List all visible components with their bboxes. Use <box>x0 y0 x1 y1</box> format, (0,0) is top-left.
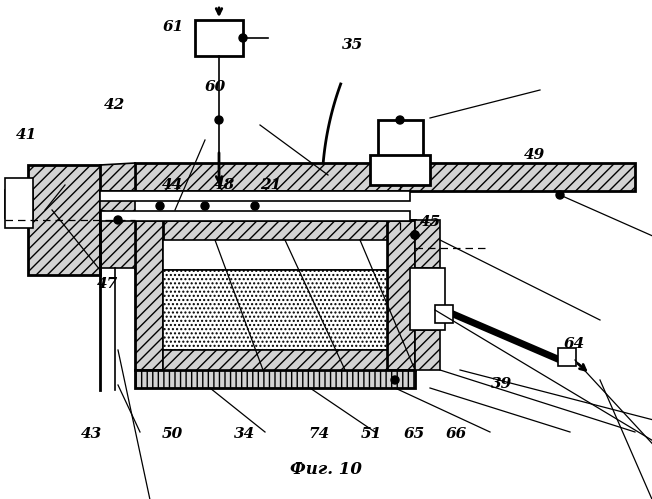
Bar <box>100 201 410 211</box>
Text: 42: 42 <box>104 98 125 112</box>
Text: 39: 39 <box>492 377 512 391</box>
Bar <box>410 268 445 330</box>
Circle shape <box>156 202 164 210</box>
Text: 43: 43 <box>81 427 102 441</box>
Polygon shape <box>100 163 135 191</box>
Text: 44: 44 <box>162 178 183 192</box>
Circle shape <box>251 202 259 210</box>
Bar <box>100 191 410 201</box>
Text: Фиг. 10: Фиг. 10 <box>290 462 362 479</box>
Circle shape <box>215 116 223 124</box>
Text: 41: 41 <box>16 128 37 142</box>
Text: 34: 34 <box>234 427 255 441</box>
Text: 61: 61 <box>162 20 183 34</box>
Bar <box>135 163 635 191</box>
Bar <box>28 165 100 275</box>
Bar <box>163 350 387 370</box>
Text: 49: 49 <box>524 148 545 162</box>
Circle shape <box>391 376 399 384</box>
Text: 40: 40 <box>22 203 43 217</box>
Text: 21: 21 <box>260 178 281 192</box>
Text: 46: 46 <box>381 153 402 167</box>
Text: 74: 74 <box>309 427 330 441</box>
Bar <box>163 270 387 350</box>
Text: 45: 45 <box>420 215 441 229</box>
Bar <box>163 240 387 270</box>
Circle shape <box>114 216 122 224</box>
Bar <box>387 220 415 370</box>
Text: 64: 64 <box>563 337 584 351</box>
Bar <box>370 155 430 185</box>
Text: 50: 50 <box>162 427 183 441</box>
Bar <box>558 348 576 366</box>
Text: 65: 65 <box>404 427 424 441</box>
Bar <box>415 220 440 268</box>
Bar <box>415 330 440 370</box>
Text: 66: 66 <box>446 427 467 441</box>
Polygon shape <box>100 191 135 220</box>
Bar <box>135 220 163 370</box>
Bar <box>195 20 243 56</box>
Bar <box>378 120 423 160</box>
Text: 35: 35 <box>342 38 363 52</box>
Text: 47: 47 <box>97 277 118 291</box>
Circle shape <box>201 202 209 210</box>
Circle shape <box>396 116 404 124</box>
Bar <box>135 370 415 388</box>
Text: 60: 60 <box>205 80 226 94</box>
Bar <box>135 220 415 268</box>
Text: 48: 48 <box>215 178 235 192</box>
Bar <box>100 211 410 221</box>
Circle shape <box>411 231 419 239</box>
Circle shape <box>411 231 419 239</box>
Bar <box>5 178 33 228</box>
Text: 51: 51 <box>361 427 382 441</box>
Bar <box>435 305 453 323</box>
Bar <box>415 288 440 318</box>
Polygon shape <box>100 210 135 268</box>
Circle shape <box>556 191 564 199</box>
Circle shape <box>239 34 247 42</box>
Bar <box>5 190 33 218</box>
